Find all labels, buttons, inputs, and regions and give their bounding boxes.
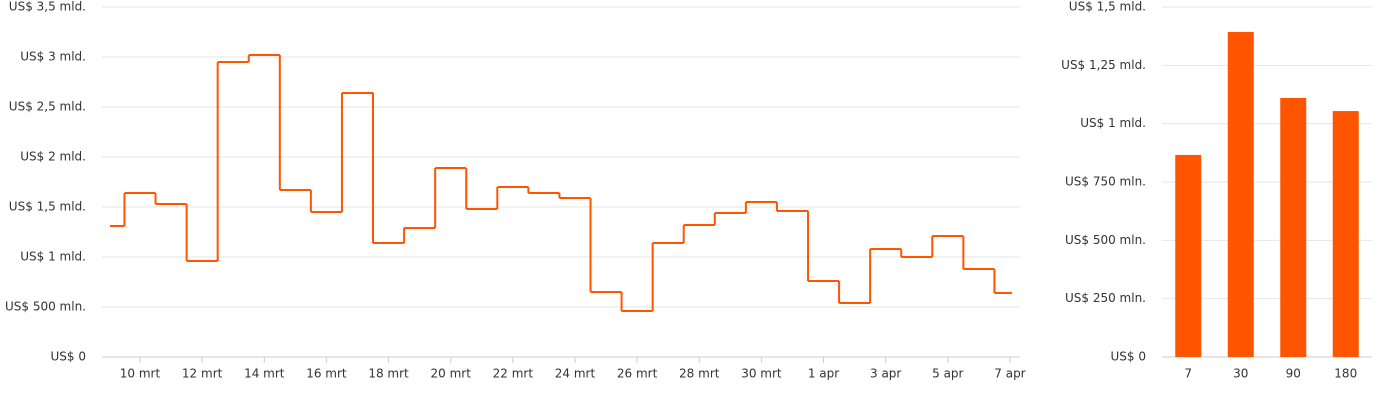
x-tick-label: 22 mrt [493,367,534,381]
y-tick-label: US$ 1,25 mld. [1061,58,1146,72]
x-tick-label: 30 [1233,367,1248,381]
x-tick-label: 180 [1334,367,1357,381]
x-tick-label: 7 [1184,367,1192,381]
y-tick-label: US$ 0 [1111,350,1146,364]
x-tick-label: 1 apr [808,367,839,381]
x-tick-label: 26 mrt [617,367,658,381]
x-tick-label: 10 mrt [120,367,161,381]
x-tick-label: 14 mrt [244,367,285,381]
bar [1175,154,1202,357]
y-tick-label: US$ 750 mln. [1065,175,1146,189]
y-tick-label: US$ 0 [51,350,86,364]
y-tick-label: US$ 1,5 mld. [1069,0,1146,14]
x-tick-label: 7 apr [994,367,1025,381]
x-tick-label: 18 mrt [368,367,409,381]
y-tick-label: US$ 250 mln. [1065,291,1146,305]
x-tick-label: 90 [1286,367,1301,381]
x-tick-label: 30 mrt [741,367,782,381]
x-tick-label: 28 mrt [679,367,720,381]
bar [1227,31,1254,357]
x-tick-label: 20 mrt [430,367,471,381]
y-tick-label: US$ 1 mld. [20,250,86,264]
x-tick-label: 16 mrt [306,367,347,381]
x-tick-label: 5 apr [932,367,963,381]
y-tick-label: US$ 1,5 mld. [9,200,86,214]
bar [1332,111,1359,357]
x-tick-label: 3 apr [870,367,901,381]
y-tick-label: US$ 500 mln. [5,300,86,314]
y-tick-label: US$ 2,5 mld. [9,100,86,114]
y-tick-label: US$ 500 mln. [1065,233,1146,247]
x-tick-label: 24 mrt [555,367,596,381]
y-tick-label: US$ 3 mld. [20,50,86,64]
y-tick-label: US$ 3,5 mld. [9,0,86,14]
x-tick-label: 12 mrt [182,367,223,381]
bar [1280,98,1307,357]
y-tick-label: US$ 1 mld. [1080,116,1146,130]
y-tick-label: US$ 2 mld. [20,150,86,164]
